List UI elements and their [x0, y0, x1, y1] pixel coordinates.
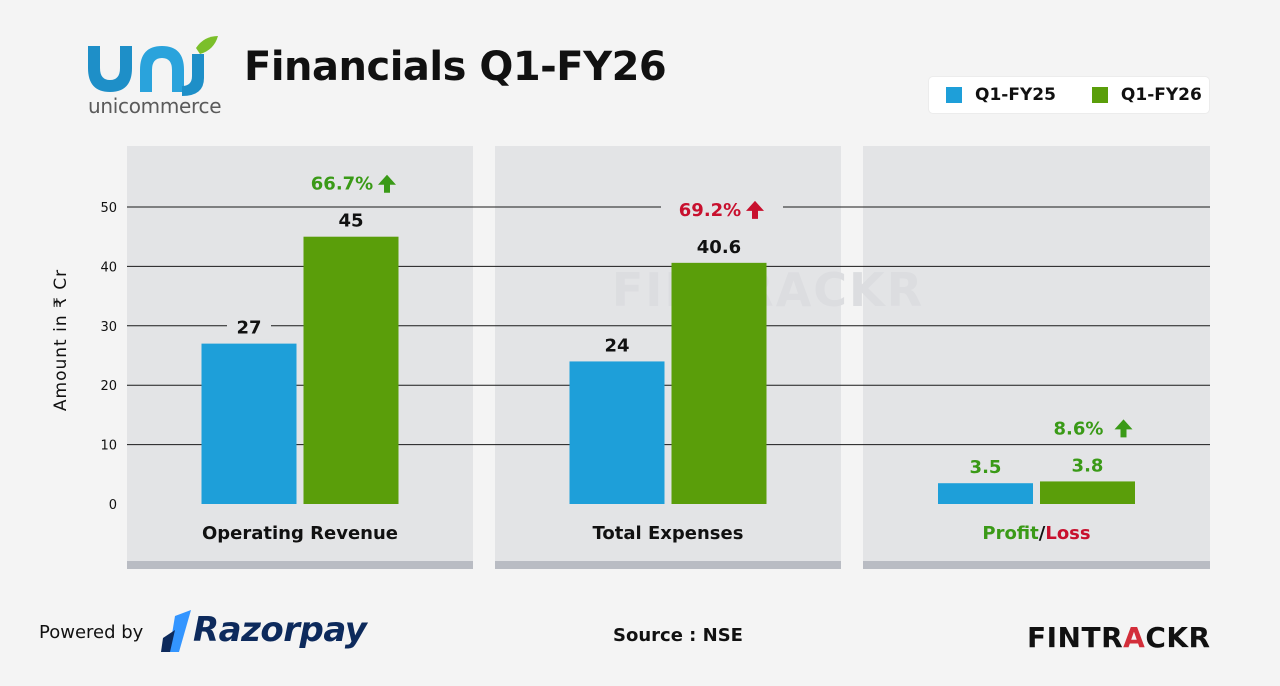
razorpay-logo-text: Razorpay — [193, 610, 367, 650]
category-label-part: Operating Revenue — [202, 523, 398, 544]
category-label: Total Expenses — [593, 523, 744, 544]
y-tick-label: 20 — [100, 379, 117, 394]
value-label: 45 — [338, 211, 363, 232]
brand-name: unicommerce — [88, 94, 222, 118]
source-label: Source : NSE — [613, 625, 743, 646]
page-title: Financials Q1-FY26 — [244, 44, 667, 90]
value-label: 24 — [604, 335, 629, 356]
panel-base-bar — [863, 561, 1210, 569]
fintrackr-part: A — [1123, 621, 1146, 654]
y-tick-label: 0 — [109, 498, 117, 513]
value-label-bg — [329, 208, 373, 233]
up-arrow-icon — [1114, 419, 1133, 438]
bar — [1040, 481, 1135, 504]
panel-base-bar — [495, 561, 841, 569]
value-label-bg — [958, 455, 1013, 480]
bar — [938, 483, 1033, 504]
panel-base-bar — [127, 561, 473, 569]
category-panel — [863, 146, 1210, 569]
value-label-bg — [686, 234, 752, 259]
legend-label: Q1-FY26 — [1120, 85, 1202, 105]
legend-label: Q1-FY25 — [975, 85, 1056, 105]
category-panel — [127, 146, 473, 569]
legend-item-q1-fy25: Q1-FY25 — [946, 85, 1056, 105]
legend-swatch-q1-fy25 — [946, 87, 962, 103]
up-arrow-icon — [378, 174, 396, 193]
category-label-part: Loss — [1045, 523, 1090, 544]
change-label: 69.2% — [679, 200, 741, 221]
y-tick-label: 30 — [100, 320, 117, 335]
category-label-part: Profit — [982, 523, 1039, 544]
bar — [671, 262, 767, 504]
category-label-part: Total Expenses — [593, 523, 744, 544]
bar — [303, 236, 399, 504]
y-tick-label: 10 — [100, 439, 117, 454]
legend-item-q1-fy26: Q1-FY26 — [1091, 85, 1202, 105]
bar — [201, 343, 297, 504]
change-label: 66.7% — [311, 174, 373, 195]
value-label: 40.6 — [697, 237, 741, 258]
unicommerce-logo — [88, 36, 218, 96]
y-tick-label: 50 — [100, 201, 117, 216]
chart-legend: Q1-FY25 Q1-FY26 — [929, 77, 1209, 113]
razorpay-icon — [161, 610, 191, 652]
value-label-bg — [227, 315, 271, 340]
bar — [569, 361, 665, 504]
change-label: 8.6% — [1054, 418, 1104, 439]
fintrackr-part: FINTR — [1027, 621, 1124, 654]
legend-swatch-q1-fy26 — [1091, 87, 1108, 103]
powered-by-label: Powered by — [39, 622, 144, 643]
value-label-bg — [595, 333, 639, 358]
y-axis-label: Amount in ₹ Cr — [51, 269, 71, 411]
category-label: Operating Revenue — [202, 523, 398, 544]
fintrackr-logo: FINTRACKR — [1027, 621, 1211, 654]
y-tick-label: 40 — [100, 260, 117, 275]
category-label: Profit/Loss — [982, 523, 1090, 544]
watermark: FINTRACKR — [612, 263, 924, 317]
value-label-bg — [1060, 453, 1115, 478]
value-label: 3.8 — [1072, 455, 1104, 476]
category-label-part: / — [1039, 523, 1046, 544]
fintrackr-part: CKR — [1145, 621, 1211, 654]
value-label: 3.5 — [970, 457, 1002, 478]
up-arrow-icon — [746, 200, 764, 219]
value-label: 27 — [236, 318, 261, 339]
